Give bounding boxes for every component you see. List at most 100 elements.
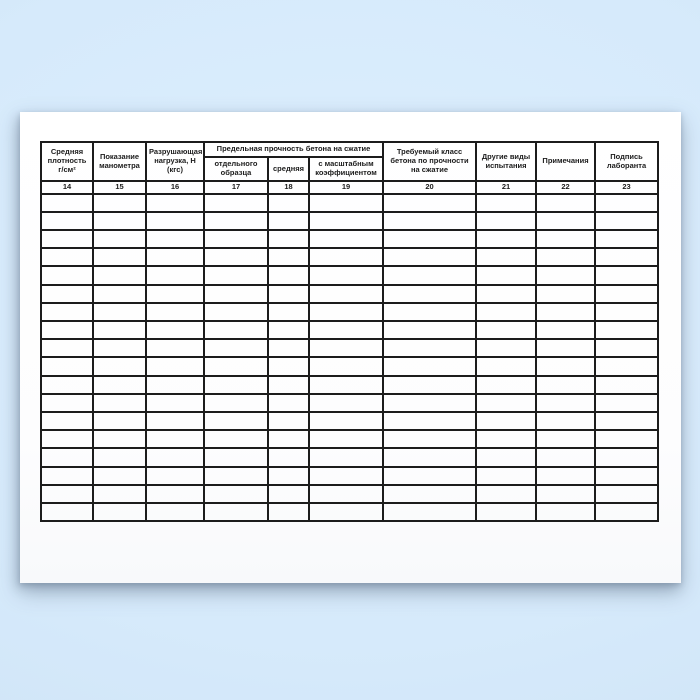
table-row — [40, 319, 660, 341]
table-cell — [594, 283, 660, 304]
header-row-sub: отдельного образца средняя с масштабным … — [41, 156, 658, 182]
table-cell — [594, 192, 660, 213]
table-cell — [307, 483, 385, 504]
table-cell — [203, 483, 269, 504]
column-number: 21 — [475, 180, 538, 195]
table-cell — [535, 210, 597, 232]
table-cell — [307, 283, 385, 304]
table-cell — [535, 283, 597, 304]
table-cell — [307, 501, 385, 523]
table-cell — [475, 301, 538, 323]
table-cell — [535, 483, 597, 504]
table-cell — [203, 192, 269, 213]
table-cell — [267, 392, 310, 413]
table-cell — [535, 247, 597, 268]
table-cell — [594, 483, 660, 504]
table-cell — [267, 410, 310, 432]
table-cell — [594, 429, 660, 450]
col-header-required-class: Требуемый класс бетона по прочности на с… — [382, 141, 478, 182]
table-cell — [40, 210, 94, 232]
table-cell — [382, 465, 478, 486]
table-cell — [40, 410, 94, 432]
column-number: 15 — [92, 180, 147, 195]
table-cell — [475, 410, 538, 432]
table-cell — [40, 319, 94, 341]
table-cell — [203, 501, 269, 523]
table-cell — [594, 247, 660, 268]
table-cell — [203, 247, 269, 268]
column-numbers-row: 14 15 16 17 18 19 20 21 22 23 — [40, 180, 660, 195]
table-cell — [40, 356, 94, 377]
table-cell — [307, 319, 385, 341]
table-cell — [594, 210, 660, 232]
table-cell — [203, 429, 269, 450]
table-cell — [267, 447, 310, 468]
table-cell — [594, 410, 660, 432]
col-header-manometer-reading: Показание манометра — [92, 141, 147, 182]
table-cell — [92, 392, 147, 413]
table-cell — [307, 338, 385, 359]
table-cell — [382, 447, 478, 468]
table-cell — [307, 210, 385, 232]
table-cell — [40, 265, 94, 286]
table-cell — [145, 283, 205, 304]
table-cell — [382, 192, 478, 213]
table-cell — [145, 210, 205, 232]
col-header-ultimate-strength-group: Предельная прочность бетона на сжатие — [202, 141, 385, 158]
table-cell — [382, 392, 478, 413]
table-cell — [475, 210, 538, 232]
table-row — [40, 301, 660, 323]
table-cell — [92, 210, 147, 232]
table-cell — [382, 301, 478, 323]
table-cell — [267, 283, 310, 304]
table-cell — [40, 501, 94, 523]
table-cell — [535, 374, 597, 395]
table-cell — [382, 319, 478, 341]
table-cell — [307, 301, 385, 323]
table-cell — [475, 192, 538, 213]
table-cell — [40, 192, 94, 213]
table-row — [40, 229, 660, 250]
table-cell — [203, 465, 269, 486]
table-cell — [267, 319, 310, 341]
col-header-notes: Примечания — [535, 141, 597, 182]
table-row — [40, 374, 660, 395]
table-row — [40, 210, 660, 232]
table-cell — [382, 338, 478, 359]
table-cell — [594, 301, 660, 323]
table-row — [40, 465, 660, 486]
table-cell — [203, 229, 269, 250]
table-cell — [475, 265, 538, 286]
table-cell — [92, 429, 147, 450]
table-cell — [382, 501, 478, 523]
table-cell — [40, 465, 94, 486]
table-cell — [594, 338, 660, 359]
table-cell — [145, 465, 205, 486]
column-number: 18 — [267, 180, 310, 195]
table-cell — [475, 283, 538, 304]
table-cell — [594, 319, 660, 341]
table-cell — [40, 301, 94, 323]
column-number: 17 — [203, 180, 269, 195]
table-cell — [267, 429, 310, 450]
table-cell — [267, 483, 310, 504]
table-cell — [382, 356, 478, 377]
table-cell — [475, 247, 538, 268]
journal-page-sheet: Средняя плотность г/см² Показание маноме… — [20, 112, 681, 583]
table-cell — [594, 229, 660, 250]
table-cell — [203, 283, 269, 304]
table-cell — [92, 374, 147, 395]
table-cell — [92, 229, 147, 250]
table-cell — [92, 265, 147, 286]
table-cell — [475, 429, 538, 450]
table-cell — [267, 229, 310, 250]
col-header-average-density: Средняя плотность г/см² — [40, 141, 94, 182]
table-cell — [382, 429, 478, 450]
table-row — [40, 338, 660, 359]
table-cell — [382, 247, 478, 268]
table-cell — [203, 356, 269, 377]
table-cell — [475, 465, 538, 486]
table-row — [40, 447, 660, 468]
table-cell — [475, 447, 538, 468]
table-cell — [307, 192, 385, 213]
